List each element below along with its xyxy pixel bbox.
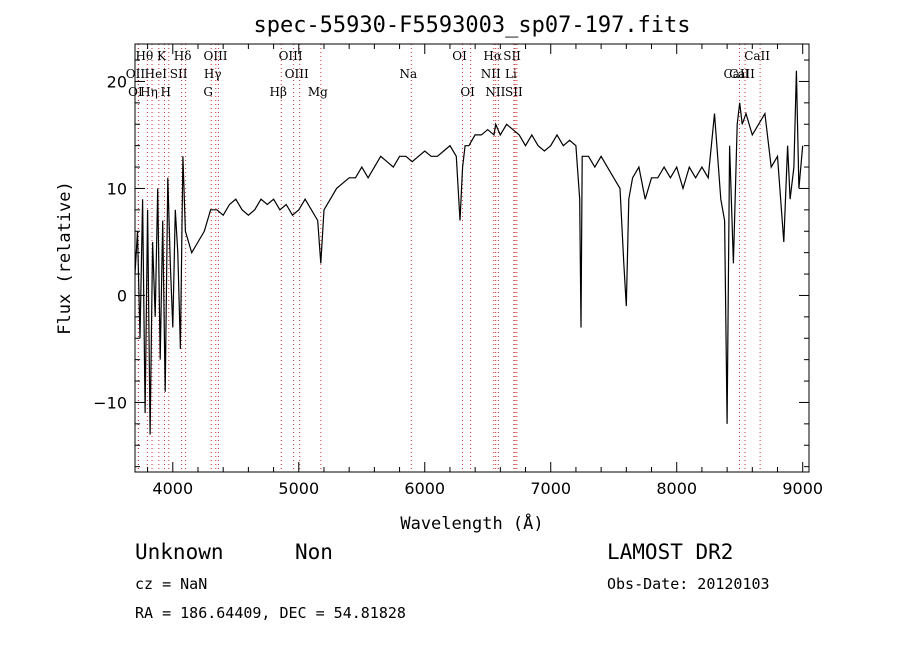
line-marker-label: G [203,85,213,99]
line-marker-label: OI [452,49,467,63]
line-marker-label: Mg [308,85,328,99]
line-marker-label: CaII [744,49,770,63]
x-tick-label: 8000 [656,479,697,498]
line-marker-label: K [157,49,167,63]
line-marker-label: CaII [724,67,750,81]
line-marker-label: Hδ [174,49,192,63]
plot-frame [134,43,810,473]
line-marker-label: CaII [729,67,755,81]
x-tick-label: 7000 [530,479,571,498]
line-marker-label: OIII [203,49,227,63]
line-marker-label: Na [399,67,417,81]
line-marker-label: Hθ [135,49,153,63]
x-axis-label: Wavelength (Å) [400,512,543,534]
line-marker-label: Hη [140,85,158,99]
class-label: Unknown [135,540,224,564]
x-tick-label: 5000 [278,479,319,498]
line-marker-label: HeI [145,67,168,81]
spectrum-series [134,70,804,435]
line-marker-label: H [161,85,171,99]
survey-label: LAMOST DR2 [607,540,734,564]
y-tick-label: 0 [117,286,127,305]
line-marker-label: OI [460,85,475,99]
line-marker-label: Hα [483,49,502,63]
line-marker-label: NII [481,67,501,81]
spectrum-line [134,70,804,435]
line-marker-label: SII [505,85,523,99]
x-tick-label: 6000 [404,479,445,498]
subclass-label: Non [295,540,333,564]
line-marker-label: Hβ [270,85,287,99]
line-marker-label: Hγ [204,67,222,81]
cz-value: cz = NaN [135,575,208,593]
line-marker-label: SII [170,67,188,81]
obs-date: Obs-Date: 20120103 [607,575,770,593]
line-marker-label: OII [126,67,146,81]
chart-title: spec-55930-F5593003_sp07-197.fits [253,13,690,38]
line-marker-label: OIII [285,67,309,81]
y-tick-label: −10 [93,393,127,412]
y-tick-label: 10 [107,179,127,198]
y-axis-label: Flux (relative) [55,181,75,335]
line-marker-label: OIII [279,49,303,63]
x-tick-label: 9000 [782,479,823,498]
line-markers [137,44,761,472]
coordinates: RA = 186.64409, DEC = 54.81828 [135,604,406,622]
line-marker-label: NII [485,85,505,99]
x-tick-label: 4000 [152,479,193,498]
line-marker-label: OI [128,85,143,99]
line-marker-label: SII [503,49,521,63]
line-marker-label: Li [505,67,517,81]
y-tick-label: 20 [107,72,127,91]
axes: 4000 5000 6000 7000 8000 9000 −10 0 10 20 [93,44,823,498]
